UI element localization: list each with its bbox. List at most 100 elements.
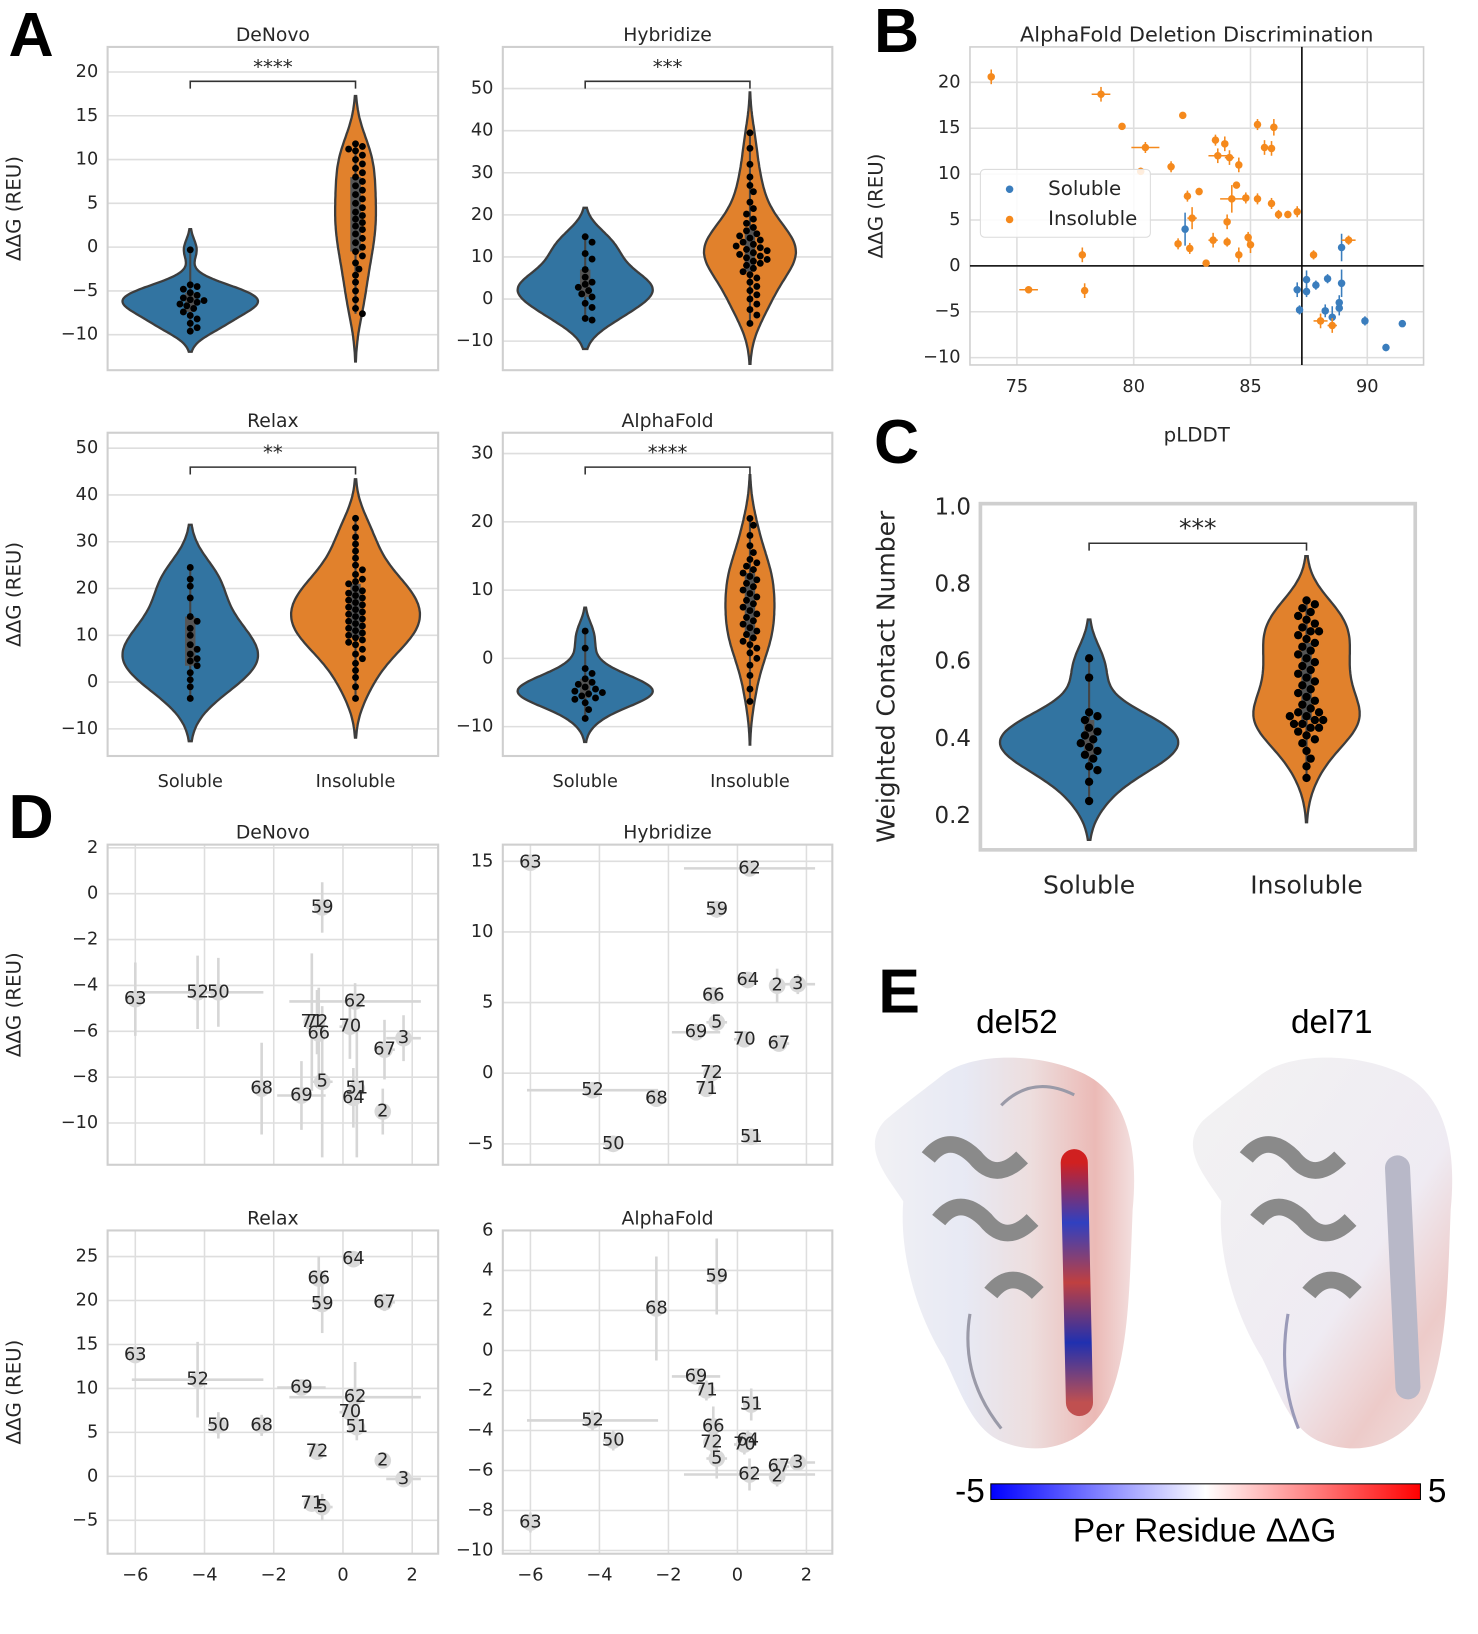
scatter-point: [345, 1250, 362, 1268]
panel-label: C: [874, 407, 919, 477]
swarm-point: [581, 627, 589, 635]
x-tick-label: −6: [122, 1566, 148, 1586]
swarm-point: [352, 620, 359, 628]
swarm-point: [345, 589, 353, 597]
scatter-point: [303, 1495, 321, 1512]
plot-frame: [501, 431, 834, 758]
chart-title: AlphaFold Deletion Discrimination: [1020, 22, 1373, 46]
point-label: 5: [317, 1072, 328, 1092]
swarm-point: [186, 676, 194, 684]
swarm-point: [352, 164, 359, 172]
scatter-point: [253, 1417, 270, 1434]
point-label: 51: [740, 1127, 763, 1147]
swarm-point: [746, 160, 754, 168]
point-label: 70: [733, 1029, 756, 1049]
y-tick-label: 40: [76, 485, 99, 505]
y-tick-label: 15: [938, 118, 961, 138]
scatter-point: [189, 1371, 206, 1388]
swarm-point: [1302, 731, 1311, 740]
swarm-point: [588, 669, 596, 677]
swarm-point: [1302, 596, 1311, 605]
scatter-point: [1195, 187, 1203, 196]
x-tick-label: Insoluble: [1250, 870, 1363, 899]
y-tick-label: −10: [61, 719, 98, 739]
swarm-point: [753, 291, 761, 299]
swarm-point: [1310, 735, 1320, 744]
swarm-point: [352, 585, 359, 592]
swarm-point: [581, 644, 589, 652]
x-tick-label: 0: [732, 1566, 743, 1586]
swarm-point: [746, 641, 754, 649]
scatter-point: [374, 1452, 392, 1469]
y-tick-label: −10: [61, 325, 98, 345]
swarm-point: [1302, 712, 1311, 721]
swarm-point: [1093, 746, 1102, 756]
swarm-point: [1084, 762, 1094, 771]
swarm-point: [352, 561, 359, 569]
swarm-point: [753, 311, 761, 319]
swarm-point: [749, 257, 757, 265]
swarm-point: [746, 671, 754, 679]
swarm-point: [585, 690, 593, 698]
swarm-point: [746, 649, 754, 657]
helix: [1384, 1155, 1421, 1400]
x-tick-label: Insoluble: [316, 772, 396, 792]
swarm-point: [1093, 727, 1102, 736]
point-label: 64: [342, 1088, 365, 1108]
swarm-point: [358, 310, 366, 318]
swarm-point: [186, 594, 194, 602]
point-label: 68: [250, 1079, 273, 1099]
swarm-point: [1084, 654, 1094, 663]
x-tick-label: 0: [337, 1566, 348, 1586]
swarm-point: [358, 142, 366, 150]
scatter-point: [739, 971, 757, 989]
point-label: 63: [519, 1513, 542, 1533]
point-label: 67: [373, 1292, 396, 1312]
helix: [921, 1136, 1044, 1300]
x-tick-label: Insoluble: [710, 772, 790, 792]
scatter-point: [708, 900, 726, 918]
swarm-point: [746, 661, 754, 669]
point-label: 52: [581, 1080, 604, 1100]
swarm-point: [1294, 708, 1303, 717]
scatter-point: [376, 1293, 393, 1311]
y-tick-label: −5: [72, 281, 98, 301]
swarm-point: [753, 230, 761, 238]
point-label: 72: [700, 1432, 723, 1452]
swarm-point: [352, 271, 359, 279]
scatter-point: [768, 977, 786, 994]
swarm-point: [743, 631, 750, 638]
legend-marker: [1005, 185, 1014, 194]
swarm-point: [1298, 623, 1307, 632]
x-tick-label: 2: [407, 1566, 418, 1586]
swarm-point: [746, 271, 754, 279]
y-tick-label: 0.6: [935, 649, 971, 675]
swarm-point: [1306, 627, 1315, 636]
swarm-point: [746, 181, 754, 189]
scatter-point: [293, 1379, 310, 1396]
plot-frame: [106, 431, 440, 758]
point-label: 50: [207, 982, 230, 1002]
panel-label: D: [9, 782, 54, 852]
scatter-point: [1284, 210, 1292, 219]
x-tick-label: −2: [655, 1566, 681, 1586]
swarm-point: [588, 678, 596, 686]
swarm-point: [352, 533, 359, 541]
swarm-point: [1298, 681, 1307, 690]
swarm-point: [352, 147, 359, 155]
scatter-point: [1183, 192, 1192, 200]
swarm-point: [358, 195, 366, 203]
y-axis-label: ΔΔG (REU): [2, 1340, 25, 1445]
chart-title: Hybridize: [623, 25, 712, 46]
swarm-point: [746, 573, 754, 580]
scatter-point: [1242, 194, 1250, 202]
swarm-point: [1294, 650, 1303, 659]
swarm-point: [746, 306, 754, 314]
swarm-point: [186, 582, 194, 590]
y-axis-label: ΔΔG (REU): [2, 156, 25, 261]
swarm-point: [193, 662, 201, 670]
swarm-point: [746, 234, 754, 242]
y-tick-label: 0.8: [935, 572, 971, 598]
swarm-point: [743, 596, 750, 604]
swarm-point: [763, 256, 771, 263]
